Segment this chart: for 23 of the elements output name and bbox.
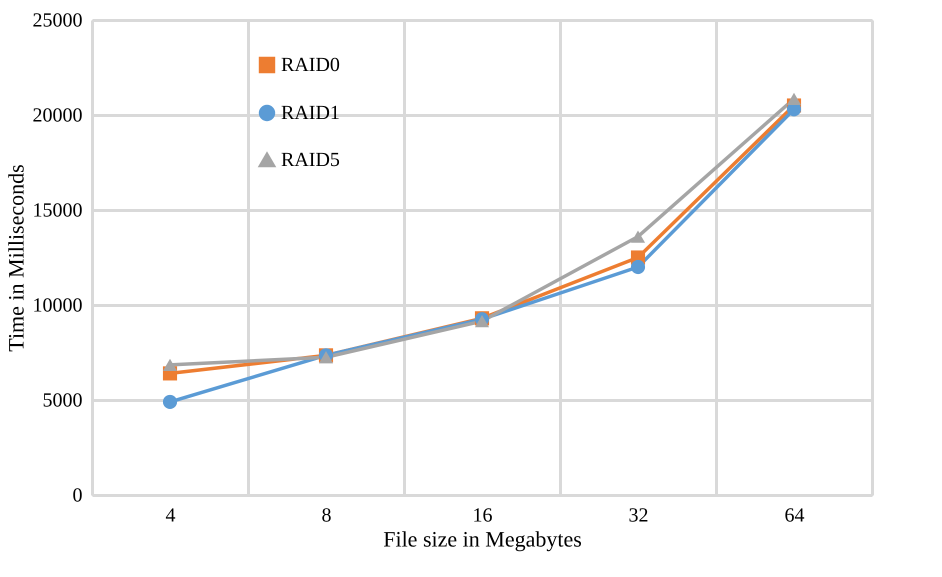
- point: [630, 230, 646, 243]
- point: [162, 358, 178, 371]
- legend-label: RAID5: [281, 149, 340, 171]
- y-axis-title: Time in Milliseconds: [4, 164, 28, 352]
- legend-label: RAID0: [281, 54, 340, 76]
- point: [474, 315, 490, 328]
- y-tick-label: 0: [72, 484, 82, 506]
- x-tick-label: 16: [472, 504, 492, 526]
- x-tick-label: 64: [784, 504, 804, 526]
- point: [162, 394, 178, 409]
- x-tick-label: 4: [166, 504, 176, 526]
- x-tick-label: 32: [628, 504, 648, 526]
- y-tick-label: 25000: [32, 10, 82, 32]
- y-tick-label: 15000: [32, 200, 82, 222]
- y-tick-label: 5000: [42, 390, 82, 412]
- point: [318, 351, 334, 364]
- point: [630, 260, 646, 274]
- legend-label: RAID1: [281, 102, 340, 124]
- x-tick-label: 8: [322, 504, 332, 526]
- y-tick-label: 20000: [32, 104, 82, 126]
- point: [786, 92, 802, 105]
- x-axis-title: File size in Megabytes: [383, 526, 582, 552]
- y-tick-label: 10000: [32, 294, 82, 316]
